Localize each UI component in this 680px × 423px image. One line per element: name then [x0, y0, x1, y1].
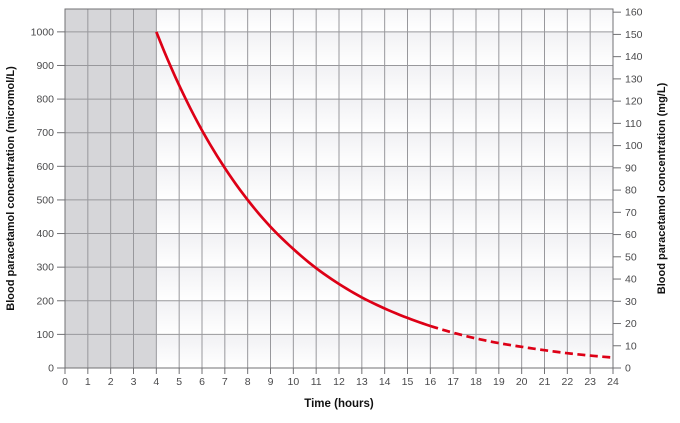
y-right-tick-label: 50: [625, 251, 637, 263]
x-tick-label: 11: [311, 376, 322, 388]
y-left-tick-label: 500: [36, 194, 54, 206]
x-tick-label: 19: [493, 376, 505, 388]
y-right-tick-label: 80: [625, 185, 637, 197]
x-tick-label: 13: [356, 376, 368, 388]
y-left-tick-label: 1000: [31, 26, 55, 38]
x-axis-title: Time (hours): [304, 398, 374, 410]
y-left-tick-label: 600: [36, 161, 54, 173]
x-tick-label: 12: [333, 376, 345, 388]
y-left-tick-label: 300: [36, 262, 54, 274]
x-tick-label: 7: [222, 376, 228, 388]
x-tick-label: 22: [561, 376, 573, 388]
y-right-tick-label: 30: [625, 296, 637, 308]
x-tick-label: 2: [108, 376, 114, 388]
y-right-tick-label: 90: [625, 162, 637, 174]
concentration-curve: [155, 31, 614, 359]
x-tick-label: 0: [62, 376, 68, 388]
y-left-tick-label: 200: [36, 295, 54, 307]
y-left-tick-label: 100: [36, 329, 54, 341]
y-left-tick-label: 0: [48, 363, 54, 375]
curve-solid-segment: [155, 31, 431, 328]
x-tick-label: 6: [199, 376, 205, 388]
axis-ticks: [57, 11, 621, 374]
x-tick-label: 8: [245, 376, 251, 388]
x-tick-label: 14: [379, 376, 391, 388]
y-right-tick-label: 100: [625, 140, 643, 152]
tick-labels: 0100200300400500600700800900100001020304…: [31, 7, 643, 388]
y-right-tick-label: 20: [625, 318, 637, 330]
y-right-tick-label: 130: [625, 73, 643, 85]
x-tick-label: 20: [516, 376, 528, 388]
y-right-tick-label: 40: [625, 274, 637, 286]
y-right-tick-label: 160: [625, 7, 643, 19]
x-tick-label: 1: [85, 376, 91, 388]
x-tick-label: 24: [607, 376, 619, 388]
y-left-tick-label: 700: [36, 127, 54, 139]
x-tick-label: 10: [287, 376, 299, 388]
x-tick-label: 23: [584, 376, 596, 388]
y-right-tick-label: 150: [625, 29, 643, 41]
x-tick-label: 9: [268, 376, 274, 388]
x-tick-label: 18: [470, 376, 482, 388]
y-right-tick-label: 70: [625, 207, 637, 219]
x-tick-label: 3: [131, 376, 137, 388]
y-left-tick-label: 400: [36, 228, 54, 240]
y-right-tick-label: 120: [625, 96, 643, 108]
y-right-tick-label: 110: [625, 118, 642, 130]
y-right-tick-label: 140: [625, 51, 643, 63]
x-tick-label: 15: [402, 376, 414, 388]
x-tick-label: 17: [447, 376, 459, 388]
y-left-axis-title: Blood paracetamol concentration (micromo…: [5, 66, 17, 311]
y-right-axis-title: Blood paracetamol concentration (mg/L): [656, 82, 668, 294]
y-right-tick-label: 60: [625, 229, 637, 241]
x-tick-label: 5: [176, 376, 182, 388]
y-right-tick-label: 10: [625, 340, 637, 352]
x-tick-label: 4: [153, 376, 159, 388]
y-left-tick-label: 900: [36, 60, 54, 72]
curve-dashed-segment: [429, 324, 614, 359]
y-right-tick-label: 0: [625, 363, 631, 375]
x-tick-label: 21: [539, 376, 551, 388]
y-left-tick-label: 800: [36, 94, 54, 106]
x-tick-label: 16: [424, 376, 436, 388]
